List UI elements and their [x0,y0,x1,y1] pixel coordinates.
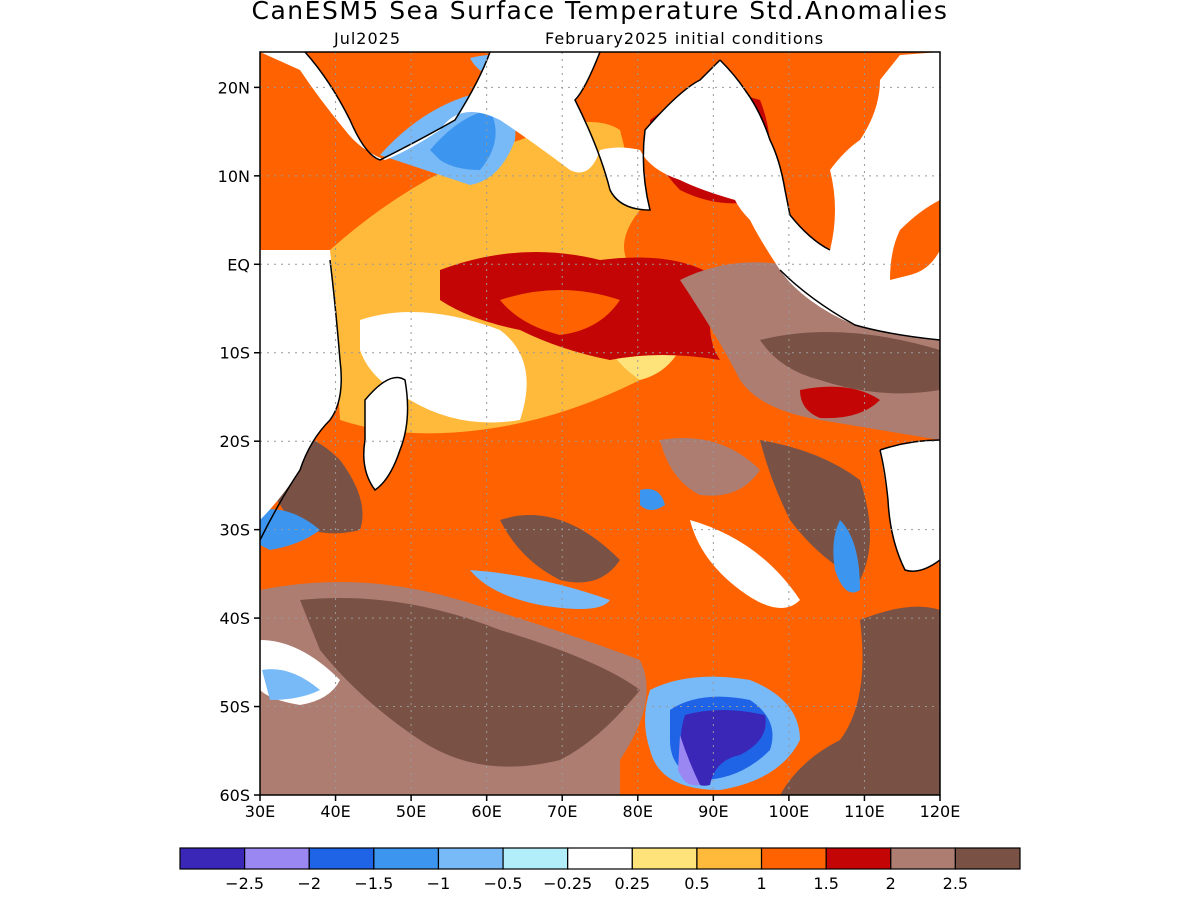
arabia-coastline [304,52,491,161]
legend-swatch [954,847,1021,870]
east-warm-peak [760,332,940,394]
x-tick-label: 40E [320,802,350,821]
legend-swatch [890,847,956,870]
south-cool-streak-1 [470,570,610,609]
map-title: CanESM5 Sea Surface Temperature Std.Anom… [251,0,949,25]
south-warm-patch-2 [660,438,760,496]
australia-coastline [879,439,940,572]
legend-swatch [567,847,633,870]
legend-swatch [760,847,827,870]
color-legend: −2.5 −2 −1.5 −1 −0.5 −0.25 0.25 0.5 1 1.5 2 2.5 [179,847,1021,893]
australia [880,440,940,572]
y-tick-label: 50S [219,698,250,717]
x-tick-label: 70E [547,802,577,821]
india-coastline [574,52,721,211]
longitude-axis: 30E 40E 50E 60E 70E 80E 90E 100E 110E 120E [245,795,961,821]
x-tick-label: 120E [920,802,961,821]
southern-warm-core [300,598,640,767]
y-tick-label: 20N [218,78,250,97]
arabian-sea-cold [430,110,496,170]
y-tick-label: 10S [219,344,250,363]
southeast-cool [833,520,860,593]
initial-conditions: February2025 initial conditions [545,29,825,48]
legend-label: 1 [756,874,766,893]
anomaly-field [260,52,940,795]
legend-label: 0.25 [614,874,650,893]
legend-swatch [502,847,569,870]
southeast-warm-region [780,606,940,795]
x-tick-label: 50E [396,802,426,821]
africa-landmass [260,250,342,520]
y-tick-label: 30S [219,521,250,540]
legend-swatch [308,847,375,870]
east-red-patch [800,386,880,419]
legend-label: 1.5 [813,874,838,893]
latitude-axis: 20N 10N EQ 10S 20S 30S 40S 50S 60S [218,78,260,805]
small-cool-spot [640,489,665,510]
legend-label: −0.25 [543,874,592,893]
legend-swatch [437,847,504,870]
southern-ocean-edge [678,735,700,786]
y-tick-label: 40S [219,609,250,628]
south-warm-patch-1 [500,515,620,583]
x-tick-label: 80E [623,802,653,821]
legend-label: −2 [297,874,321,893]
legend-swatch [631,847,698,870]
y-tick-label: 20S [219,432,250,451]
legend-label: 0.5 [684,874,709,893]
y-tick-label: 10N [218,167,250,186]
legend-swatch [244,847,310,870]
map-frame [259,51,941,796]
legend-label: 2.5 [943,874,968,893]
burma-coastline [719,59,831,251]
madagascar [363,377,408,490]
legend-swatch [696,847,763,870]
legend-label: −1.5 [354,874,393,893]
legend-swatch [825,847,892,870]
legend-label: −1 [427,874,451,893]
southwest-cool-2 [262,669,320,700]
y-tick-label: EQ [227,255,250,274]
x-tick-label: 60E [471,802,501,821]
forecast-month: Jul2025 [334,29,402,48]
x-tick-label: 100E [769,802,810,821]
southern-ocean-coldest [680,710,766,786]
x-tick-label: 110E [844,802,885,821]
legend-swatch [373,847,440,870]
sumatra-java-coastline [779,269,940,341]
madagascar-coastline [363,376,409,492]
x-tick-label: 30E [245,802,275,821]
x-tick-label: 90E [698,802,728,821]
equatorial-inner [500,290,620,335]
legend-label: −2.5 [225,874,264,893]
legend-swatch [179,847,246,870]
y-tick-label: 60S [219,786,250,805]
legend-label: 2 [886,874,896,893]
asia-landmass [260,52,940,340]
legend-label: −0.5 [484,874,523,893]
graticule [260,52,940,795]
south-near-zero [690,520,800,608]
